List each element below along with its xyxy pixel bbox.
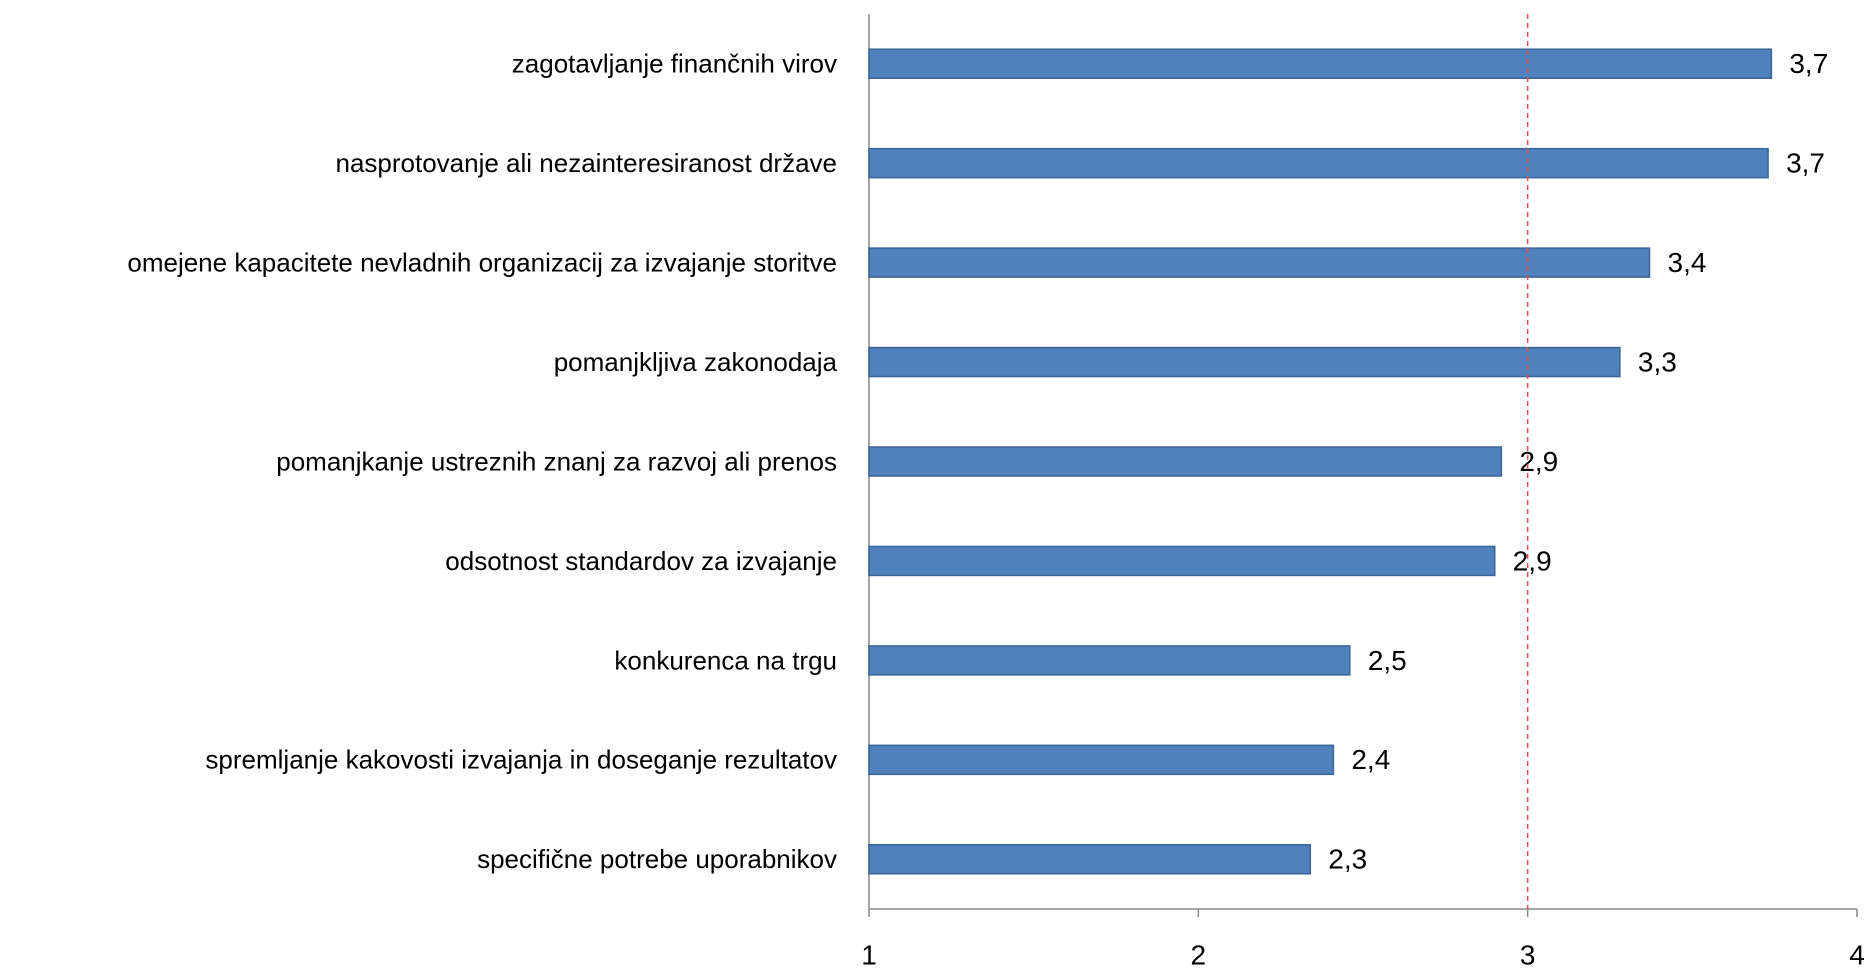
bar	[868, 446, 1503, 477]
y-tick-label: spremljanje kakovosti izvajanja in doseg…	[205, 745, 837, 775]
x-tick-label: 3	[1520, 939, 1536, 970]
x-tick-label: 1	[861, 939, 877, 970]
y-tick-label: omejene kapacitete nevladnih organizacij…	[127, 247, 837, 277]
bar	[868, 247, 1651, 278]
bar	[868, 744, 1335, 776]
bar	[868, 346, 1621, 378]
y-tick-label: zagotavljanje finančnih virov	[512, 49, 837, 79]
y-tick-label: pomanjkanje ustreznih znanj za razvoj al…	[276, 446, 837, 476]
data-label: 2,3	[1328, 844, 1367, 875]
data-label: 3,7	[1789, 48, 1828, 79]
data-label: 2,9	[1513, 545, 1552, 576]
data-label: 2,9	[1519, 446, 1558, 477]
y-tick-label: specifične potrebe uporabnikov	[477, 844, 837, 874]
data-label: 3,4	[1668, 247, 1707, 278]
y-tick-label: pomanjkljiva zakonodaja	[554, 347, 838, 377]
data-label: 2,4	[1351, 744, 1390, 775]
x-tick-label: 2	[1191, 939, 1207, 970]
bar	[868, 645, 1351, 676]
x-tick-label: 4	[1849, 939, 1864, 970]
data-label: 2,5	[1368, 645, 1407, 676]
data-label: 3,3	[1638, 346, 1677, 377]
y-tick-label: odsotnost standardov za izvajanje	[445, 546, 837, 576]
y-tick-label: nasprotovanje ali nezainteresiranost drž…	[335, 148, 837, 178]
y-tick-label: konkurenca na trgu	[614, 645, 837, 675]
bar	[868, 48, 1773, 79]
bar	[868, 844, 1312, 875]
bar	[868, 545, 1496, 577]
data-label: 3,7	[1786, 148, 1825, 179]
bar	[868, 147, 1769, 179]
